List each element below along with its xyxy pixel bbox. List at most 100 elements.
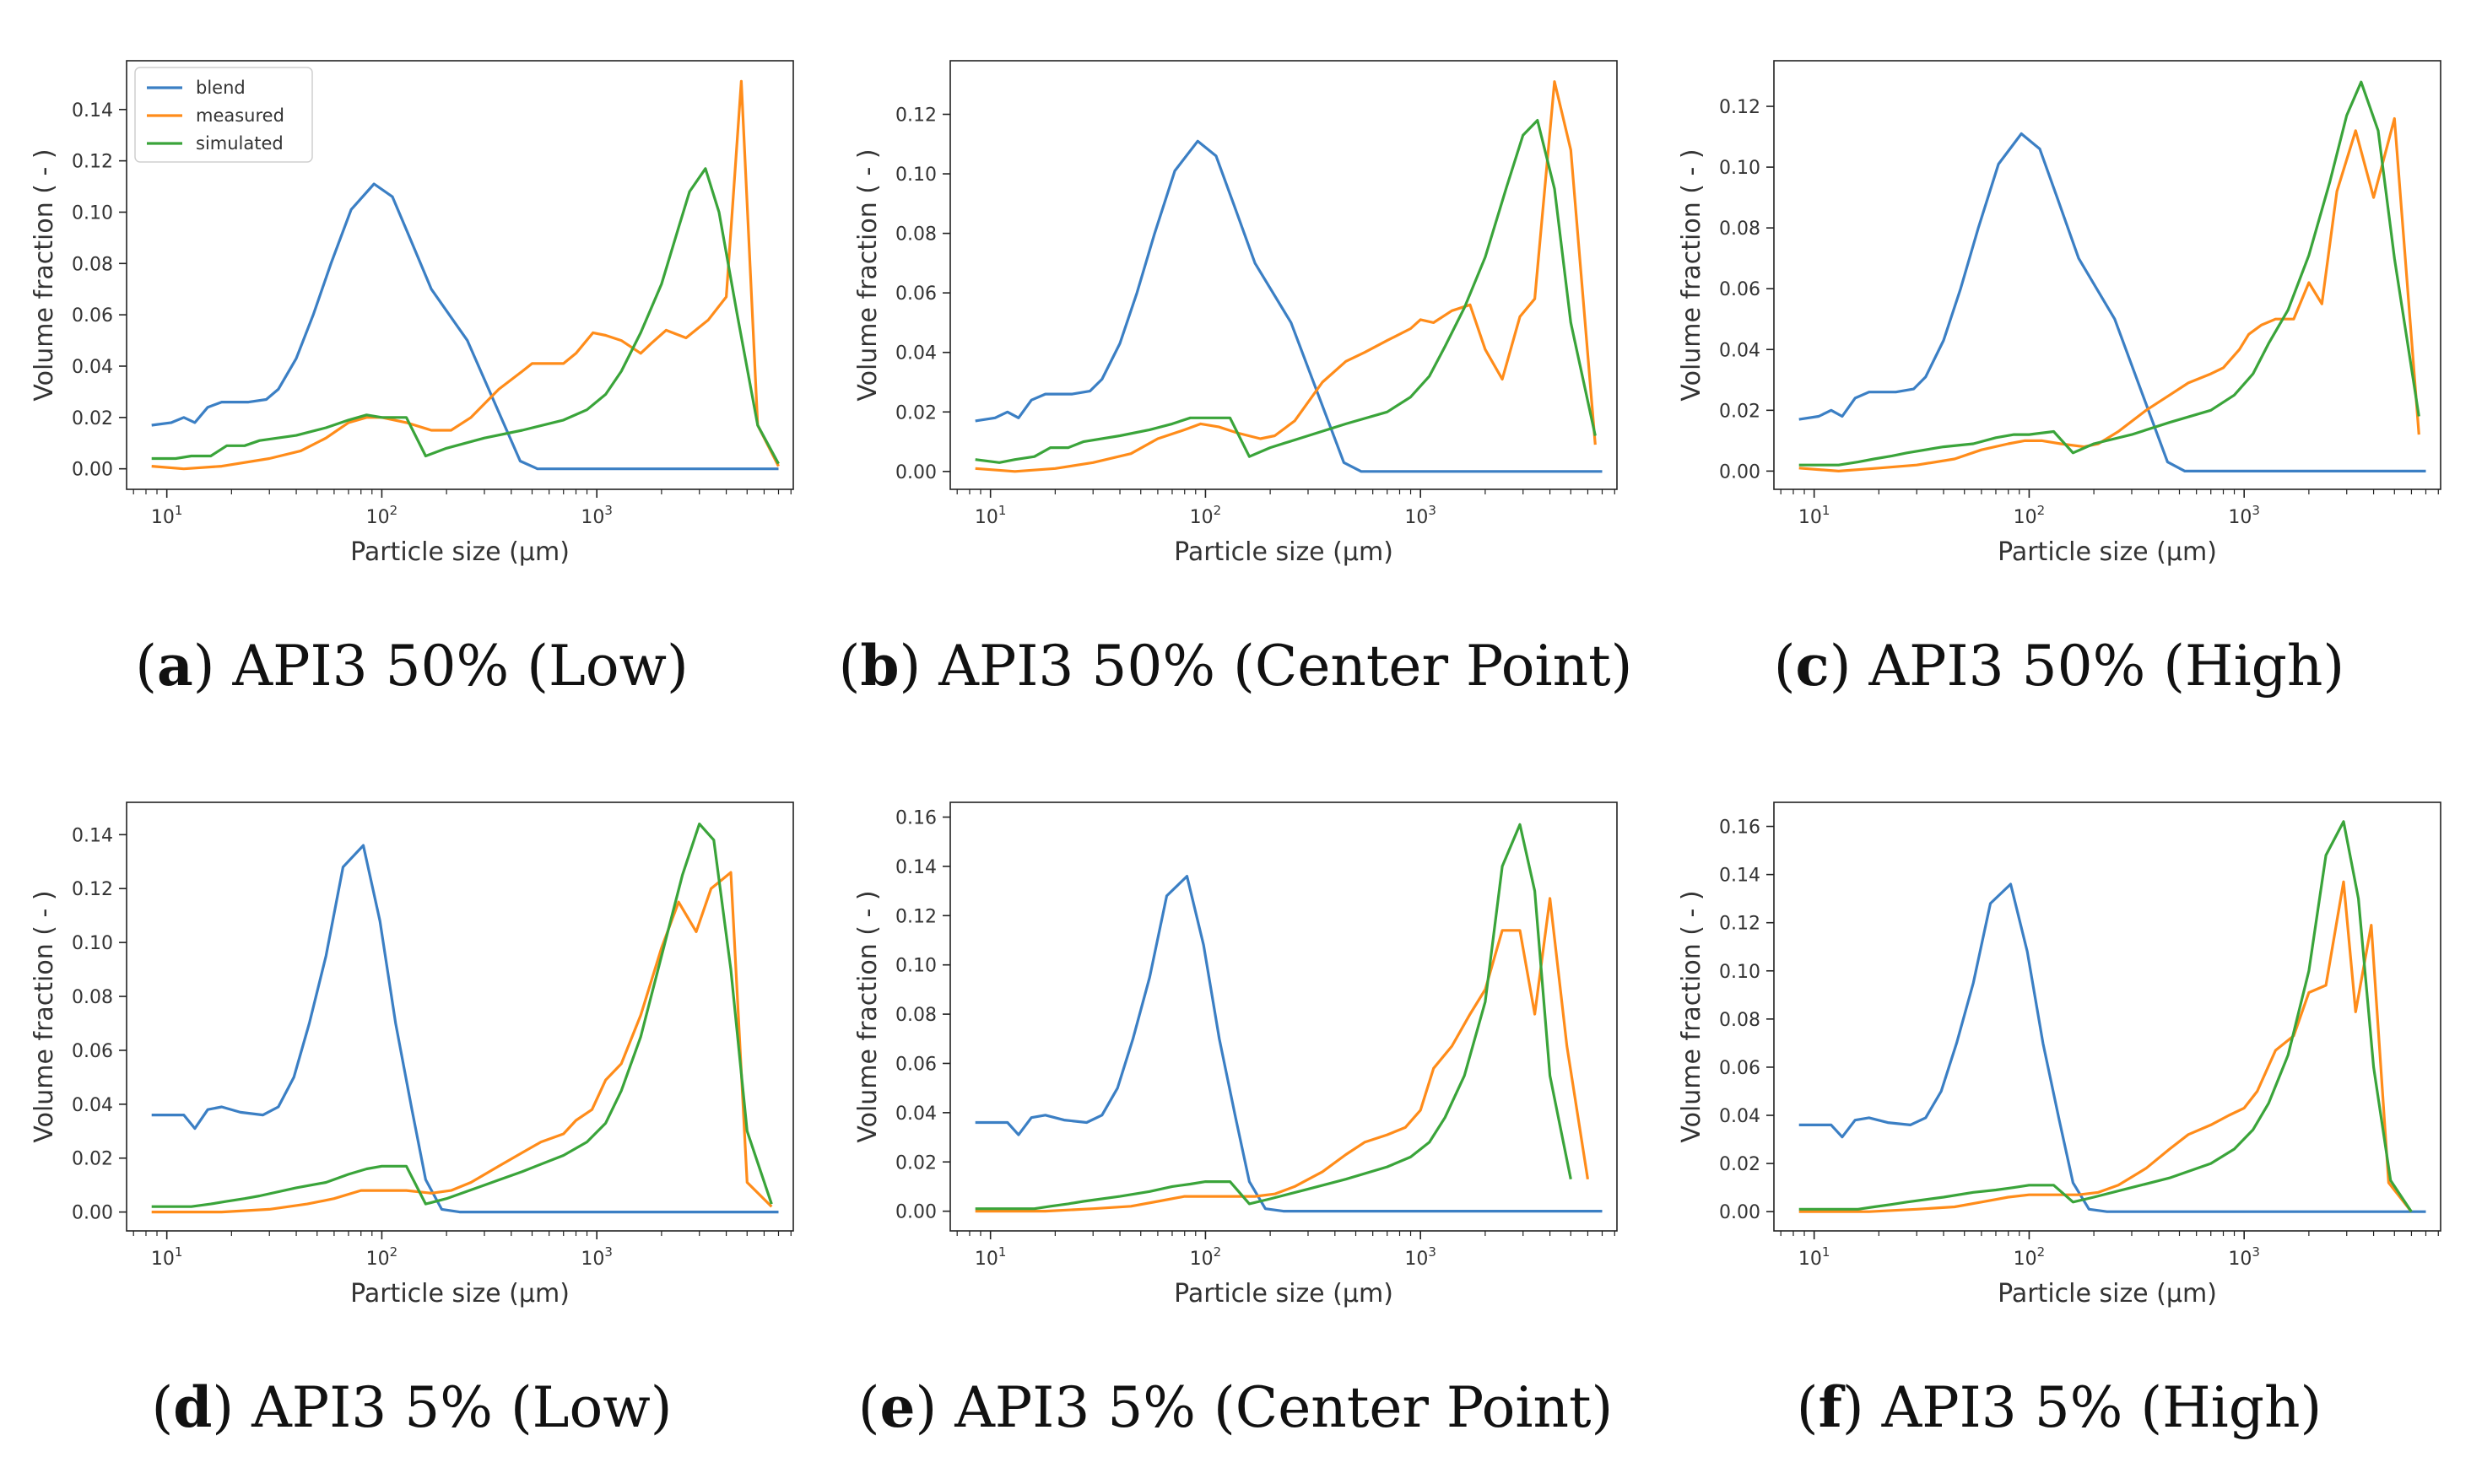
x-tick-exponent: 2 <box>2037 503 2046 518</box>
y-tick-label: 0.04 <box>72 1095 113 1116</box>
y-tick-label: 0.10 <box>1719 962 1760 983</box>
x-tick-exponent: 1 <box>1822 1244 1830 1260</box>
x-axis-label: Particle size (µm) <box>350 537 570 567</box>
x-tick-base: 10 <box>1190 507 1214 528</box>
y-tick-label: 0.10 <box>72 202 113 224</box>
x-tick-exponent: 2 <box>390 1244 398 1260</box>
x-tick-exponent: 1 <box>1822 503 1830 518</box>
y-tick-label: 0.12 <box>1719 914 1760 935</box>
x-tick-base: 10 <box>2014 507 2037 528</box>
x-axis-label: Particle size (µm) <box>1174 1279 1393 1309</box>
legend-label-simulated: simulated <box>196 133 284 154</box>
caption-text: API3 5% (Center Point) <box>954 1375 1614 1440</box>
caption-text: API3 5% (Low) <box>251 1375 673 1440</box>
y-tick-label: 0.00 <box>1719 461 1760 483</box>
plot-frame <box>949 60 1618 490</box>
y-tick-label: 0.08 <box>72 254 113 275</box>
caption-paren: ) <box>212 1375 252 1440</box>
x-tick-exponent: 1 <box>998 1244 1007 1260</box>
x-tick-label: 102 <box>2014 503 2046 528</box>
caption-letter: d <box>173 1374 213 1440</box>
x-tick-base: 10 <box>1798 507 1822 528</box>
x-tick-label: 103 <box>2228 503 2260 528</box>
caption-paren: ) <box>1829 634 1869 699</box>
x-tick-exponent: 3 <box>1428 503 1436 518</box>
y-tick-label: 0.14 <box>72 825 113 846</box>
chart-panel-d: 0.00 0.02 0.04 0.06 0.08 0.10 0.12 0.14 101 102 10… <box>0 742 824 1484</box>
y-tick-label: 0.04 <box>1719 340 1760 361</box>
x-axis-label: Particle size (µm) <box>1998 1279 2217 1309</box>
y-tick-label: 0.04 <box>1719 1106 1760 1127</box>
y-tick-label: 0.04 <box>72 357 113 378</box>
x-tick-label: 101 <box>151 503 183 528</box>
y-axis-label: Volume fraction ( - ) <box>1677 890 1706 1142</box>
y-tick-label: 0.06 <box>1719 1058 1760 1079</box>
y-tick-label: 0.10 <box>72 933 113 954</box>
y-tick-label: 0.12 <box>895 906 937 927</box>
x-tick-exponent: 3 <box>604 503 613 518</box>
caption-paren: ) <box>192 634 233 699</box>
caption-paren: ( <box>135 634 157 699</box>
series-line-measured <box>1798 880 2413 1213</box>
x-tick-base: 10 <box>366 1249 390 1270</box>
plot-frame <box>126 60 794 490</box>
x-tick-exponent: 3 <box>2252 503 2260 518</box>
y-tick-label: 0.00 <box>72 460 113 481</box>
y-tick-label: 0.12 <box>72 152 113 173</box>
plot-frame <box>126 801 794 1232</box>
legend-label-blend: blend <box>196 78 246 98</box>
series-line-blend <box>975 875 1603 1213</box>
x-tick-label: 102 <box>2014 1244 2046 1270</box>
x-tick-label: 101 <box>975 1244 1007 1270</box>
x-tick-base: 10 <box>1798 1249 1822 1270</box>
legend-box <box>134 67 313 163</box>
x-tick-exponent: 1 <box>175 1244 183 1260</box>
x-tick-label: 101 <box>151 1244 183 1270</box>
series-line-simulated <box>1798 80 2420 467</box>
x-axis-label: Particle size (µm) <box>350 1279 570 1309</box>
x-tick-exponent: 2 <box>1214 1244 1222 1260</box>
y-tick-label: 0.12 <box>72 879 113 900</box>
x-tick-exponent: 3 <box>1428 1244 1436 1260</box>
y-tick-label: 0.02 <box>72 408 113 429</box>
x-tick-label: 103 <box>2228 1244 2260 1270</box>
x-tick-base: 10 <box>2228 1249 2252 1270</box>
caption-paren: ( <box>151 1375 174 1440</box>
caption-paren: ) <box>915 1375 955 1440</box>
y-tick-label: 0.10 <box>895 956 937 977</box>
x-tick-label: 103 <box>581 1244 613 1270</box>
y-tick-label: 0.08 <box>1719 219 1760 240</box>
y-tick-label: 0.06 <box>72 1041 113 1062</box>
caption-text: API3 50% (High) <box>1868 634 2345 699</box>
y-tick-label: 0.14 <box>72 100 113 121</box>
series-line-simulated <box>975 119 1597 464</box>
caption-text: API3 50% (Low) <box>232 634 689 699</box>
x-tick-base: 10 <box>975 1249 998 1270</box>
plot-frame <box>1773 60 2441 490</box>
y-axis-label: Volume fraction ( - ) <box>30 148 59 401</box>
y-tick-label: 0.08 <box>895 224 937 246</box>
y-tick-label: 0.16 <box>1719 818 1760 839</box>
y-tick-label: 0.00 <box>895 462 937 483</box>
y-axis-label: Volume fraction ( - ) <box>853 148 883 401</box>
y-tick-label: 0.02 <box>895 1152 937 1174</box>
x-tick-label: 101 <box>1798 503 1830 528</box>
x-tick-base: 10 <box>581 507 604 528</box>
chart-panel-c: 0.00 0.02 0.04 0.06 0.08 0.10 0.12 101 102 103 Par… <box>1647 0 2471 742</box>
x-tick-exponent: 1 <box>998 503 1007 518</box>
y-tick-label: 0.00 <box>72 1203 113 1224</box>
caption-paren: ( <box>838 634 861 699</box>
series-line-measured <box>151 79 780 471</box>
x-tick-label: 102 <box>1190 1244 1222 1270</box>
x-tick-base: 10 <box>151 507 175 528</box>
subfigure-caption: (d) API3 5% (Low) <box>0 1374 824 1440</box>
legend-label-measured: measured <box>196 105 284 126</box>
y-tick-label: 0.10 <box>895 165 937 186</box>
y-tick-label: 0.02 <box>1719 1154 1760 1175</box>
y-tick-label: 0.14 <box>1719 866 1760 887</box>
caption-letter: a <box>156 633 193 699</box>
